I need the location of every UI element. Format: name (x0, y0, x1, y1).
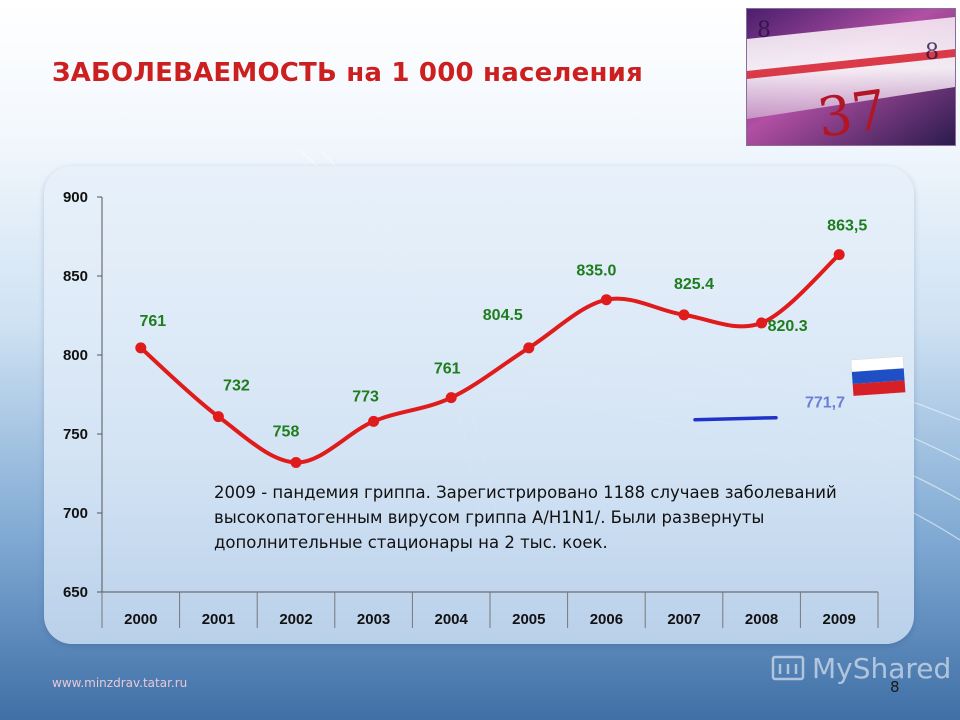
data-label: 820.3 (768, 318, 808, 335)
russia-flag-icon (850, 356, 906, 396)
data-point (756, 317, 768, 329)
chart-panel (44, 166, 914, 644)
data-point (212, 411, 224, 423)
data-label: 835.0 (576, 263, 616, 280)
svg-text:8: 8 (925, 40, 939, 65)
presentation-icon (771, 655, 805, 680)
data-point (135, 342, 147, 354)
data-label: 825.4 (674, 276, 714, 293)
x-tick-label: 2005 (512, 611, 545, 628)
x-tick-label: 2001 (202, 611, 235, 628)
data-point (290, 456, 302, 468)
x-tick-label: 2003 (357, 611, 390, 628)
data-point (523, 342, 535, 354)
data-label: 863,5 (827, 218, 867, 235)
series-line (139, 253, 841, 465)
data-point (445, 392, 457, 404)
y-tick-label: 650 (63, 584, 88, 601)
slide-title: ЗАБОЛЕВАЕМОСТЬ на 1 000 населения (52, 58, 643, 88)
x-tick-label: 2004 (435, 611, 469, 628)
data-label: 761 (139, 313, 166, 330)
page-number: 8 (890, 678, 900, 696)
footer-url[interactable]: www.minzdrav.tatar.ru (52, 676, 188, 690)
data-label: 758 (273, 423, 300, 440)
y-tick-label: 750 (63, 426, 88, 443)
x-tick-label: 2000 (124, 611, 157, 628)
x-tick-label: 2008 (745, 611, 778, 628)
data-label: 804.5 (483, 307, 523, 324)
svg-text:8: 8 (757, 18, 771, 43)
reference-label: 771,7 (805, 395, 845, 412)
y-tick-label: 900 (63, 189, 88, 206)
y-tick-label: 700 (63, 505, 88, 522)
x-tick-label: 2006 (590, 611, 623, 628)
data-point (833, 249, 845, 261)
data-point (678, 309, 690, 321)
data-point (368, 415, 380, 427)
watermark-text: MyShared (812, 652, 952, 685)
x-tick-label: 2007 (667, 611, 700, 628)
x-tick-label: 2002 (279, 611, 312, 628)
thermometer-icon: 37 8 8 (746, 8, 956, 146)
x-tick-label: 2009 (823, 611, 856, 628)
reference-line (693, 415, 778, 422)
pandemic-note: 2009 - пандемия гриппа. Зарегистрировано… (214, 483, 837, 552)
data-label: 761 (434, 361, 461, 378)
y-tick-label: 850 (63, 268, 88, 285)
y-tick-label: 800 (63, 347, 88, 364)
svg-text:37: 37 (814, 78, 891, 145)
watermark-logo: MyShared (770, 652, 951, 685)
data-label: 773 (352, 388, 379, 405)
data-label: 732 (223, 378, 250, 395)
data-point (600, 294, 612, 306)
